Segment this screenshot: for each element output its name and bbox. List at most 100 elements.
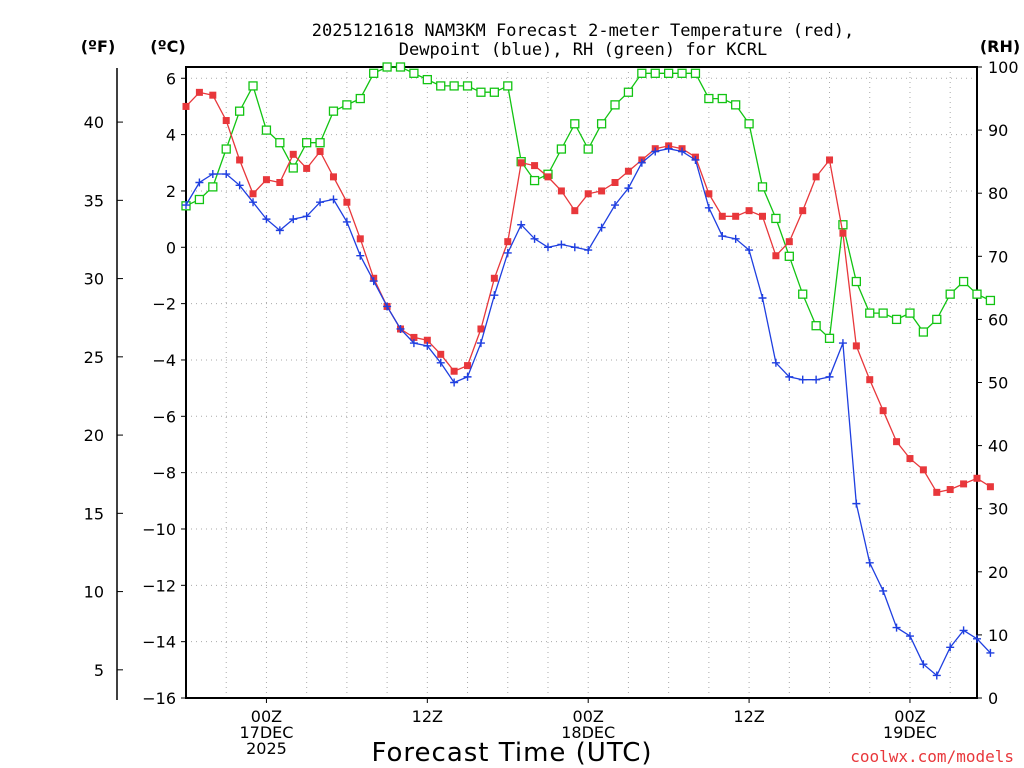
temperature-point <box>584 190 592 198</box>
temperature-point <box>839 229 847 237</box>
dewpoint-point <box>892 623 901 632</box>
rh-point <box>891 314 902 325</box>
rh-point <box>449 81 459 91</box>
dewpoint-point <box>530 234 539 243</box>
fahrenheit-tick-label: 30 <box>84 270 104 289</box>
rh-tick-label: 50 <box>988 374 1008 393</box>
dewpoint-point <box>383 302 392 311</box>
temperature-point <box>571 207 579 215</box>
celsius-tick-label: 2 <box>166 182 176 201</box>
temperature-point <box>799 207 807 215</box>
rh-point <box>583 144 593 154</box>
dewpoint-point <box>664 144 673 153</box>
temperature-point <box>732 212 740 220</box>
dewpoint-point <box>369 277 378 286</box>
dewpoint-point <box>182 201 190 210</box>
rh-tick-label: 30 <box>988 500 1008 519</box>
dewpoint-point <box>262 215 271 224</box>
dewpoint-point <box>222 170 231 179</box>
rh-point <box>570 119 580 129</box>
temperature-point <box>222 117 230 125</box>
credit-label: coolwx.com/models <box>850 747 1014 766</box>
fahrenheit-tick-label: 15 <box>84 504 104 523</box>
temperature-point <box>598 187 606 195</box>
rh-point <box>610 100 620 110</box>
dewpoint-point <box>718 232 727 241</box>
temperature-point <box>289 150 297 158</box>
data-series <box>181 62 996 680</box>
temperature-point <box>316 148 324 156</box>
dewpoint-point <box>678 147 687 156</box>
fahrenheit-tick-label: 5 <box>94 661 104 680</box>
x-tick-label: 2025 <box>246 739 287 758</box>
rh-point <box>878 308 888 318</box>
dewpoint-point <box>798 375 807 384</box>
temperature-point <box>745 207 753 215</box>
grid-lines <box>186 67 977 698</box>
rh-point <box>248 81 258 91</box>
celsius-tick-label: −2 <box>152 295 176 314</box>
dewpoint-point <box>275 226 284 235</box>
rh-point <box>194 194 205 205</box>
dewpoint-point <box>517 220 526 229</box>
dewpoint-point <box>691 155 700 164</box>
temperature-point <box>262 176 270 184</box>
celsius-tick-label: −4 <box>152 351 176 370</box>
chart-title-line1: 2025121618 NAM3KM Forecast 2-meter Tempe… <box>312 21 854 41</box>
dewpoint-point <box>637 158 646 167</box>
dewpoint-point <box>584 246 593 255</box>
rh-point <box>503 81 513 91</box>
celsius-tick-label: −12 <box>142 576 176 595</box>
rh-point <box>395 62 406 72</box>
rh-point <box>489 87 500 97</box>
dewpoint-point <box>436 358 445 367</box>
temperature-point <box>236 156 244 164</box>
dewpoint-point <box>557 240 566 249</box>
fahrenheit-tick-label: 25 <box>84 348 104 367</box>
temperature-point <box>933 488 941 496</box>
rh-point <box>838 220 848 230</box>
rh-point <box>342 100 352 110</box>
temperature-point <box>893 438 901 446</box>
rh-point <box>717 93 727 104</box>
dewpoint-point <box>905 632 914 641</box>
dewpoint-point <box>919 660 928 669</box>
temperature-point <box>624 167 632 175</box>
temperature-point <box>303 164 311 172</box>
dewpoint-point <box>704 203 713 212</box>
dewpoint-point <box>838 339 847 348</box>
temperature-point <box>423 336 431 344</box>
rh-point <box>529 175 540 186</box>
dewpoint-point <box>195 178 204 187</box>
dewpoint-point <box>235 181 244 190</box>
rh-point <box>596 119 607 129</box>
temperature-point <box>437 350 445 358</box>
x-tick-label: 00Z <box>573 707 604 726</box>
dewpoint-point <box>463 372 472 381</box>
x-tick-label: 12Z <box>733 707 764 726</box>
rh-tick-label: 60 <box>988 310 1008 329</box>
rh-point <box>355 93 365 104</box>
rh-point <box>757 182 768 192</box>
rh-point <box>905 308 915 318</box>
rh-point <box>731 100 741 110</box>
x-tick-label: 12Z <box>412 707 443 726</box>
rh-point <box>623 87 634 97</box>
temperature-point <box>852 342 860 350</box>
temperature-point <box>276 178 284 186</box>
rh-tick-label: 90 <box>988 121 1008 140</box>
fahrenheit-unit-label: (ºF) <box>81 37 116 56</box>
rh-point <box>945 289 955 299</box>
dewpoint-point <box>745 246 754 255</box>
dewpoint-point <box>450 378 459 387</box>
rh-tick-label: 100 <box>988 58 1019 77</box>
rh-point <box>328 106 339 116</box>
rh-tick-label: 70 <box>988 247 1008 266</box>
rh-point <box>744 119 754 129</box>
rh-point <box>288 163 298 173</box>
rh-point <box>677 68 687 78</box>
dewpoint-point <box>476 339 485 348</box>
dewpoint-point <box>812 375 821 384</box>
celsius-tick-label: 6 <box>166 69 176 88</box>
